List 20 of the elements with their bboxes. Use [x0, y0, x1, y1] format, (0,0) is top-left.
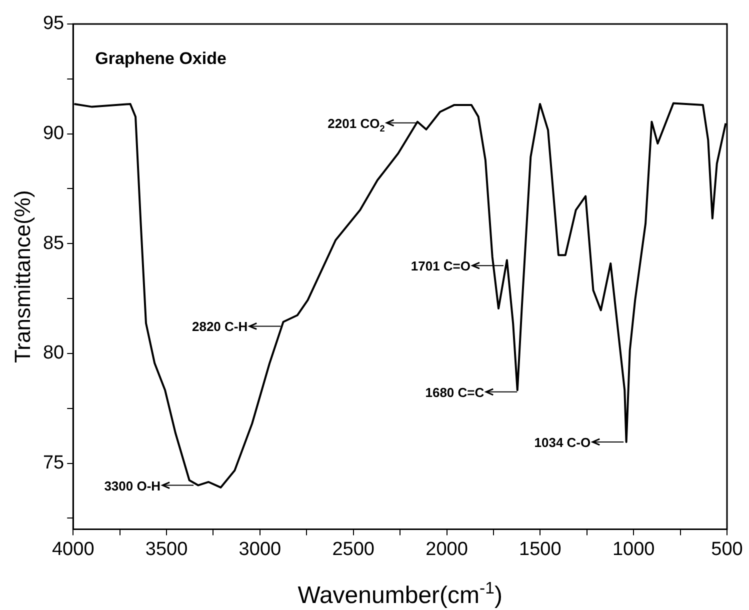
annotation: 1034 C-O	[534, 435, 591, 450]
y-tick-label: 75	[42, 452, 64, 474]
y-tick-label: 80	[42, 342, 64, 364]
x-tick-label: 4000	[52, 538, 94, 560]
x-tick-label: 1500	[519, 538, 562, 560]
x-tick-label: 1000	[612, 538, 655, 560]
x-tick-label: 2000	[426, 538, 468, 560]
y-tick-label: 95	[42, 13, 64, 34]
text: Graphene Oxide	[95, 49, 226, 68]
y-axis-title: Transmittance(%)	[10, 190, 35, 363]
y-tick-label: 90	[42, 123, 64, 144]
annotation: 2820 C-H	[192, 319, 248, 334]
annotation: 3300 O-H	[104, 478, 161, 494]
x-tick-label: 3000	[238, 538, 282, 560]
annotation: 1701 C=O	[410, 258, 470, 274]
x-tick-label: 3500	[145, 538, 188, 560]
y-tick-label: 85	[42, 232, 64, 254]
x-tick-label: 2500	[332, 538, 375, 560]
x-tick-label: 500	[711, 538, 743, 560]
annotation: 1680 C=C	[425, 384, 485, 400]
